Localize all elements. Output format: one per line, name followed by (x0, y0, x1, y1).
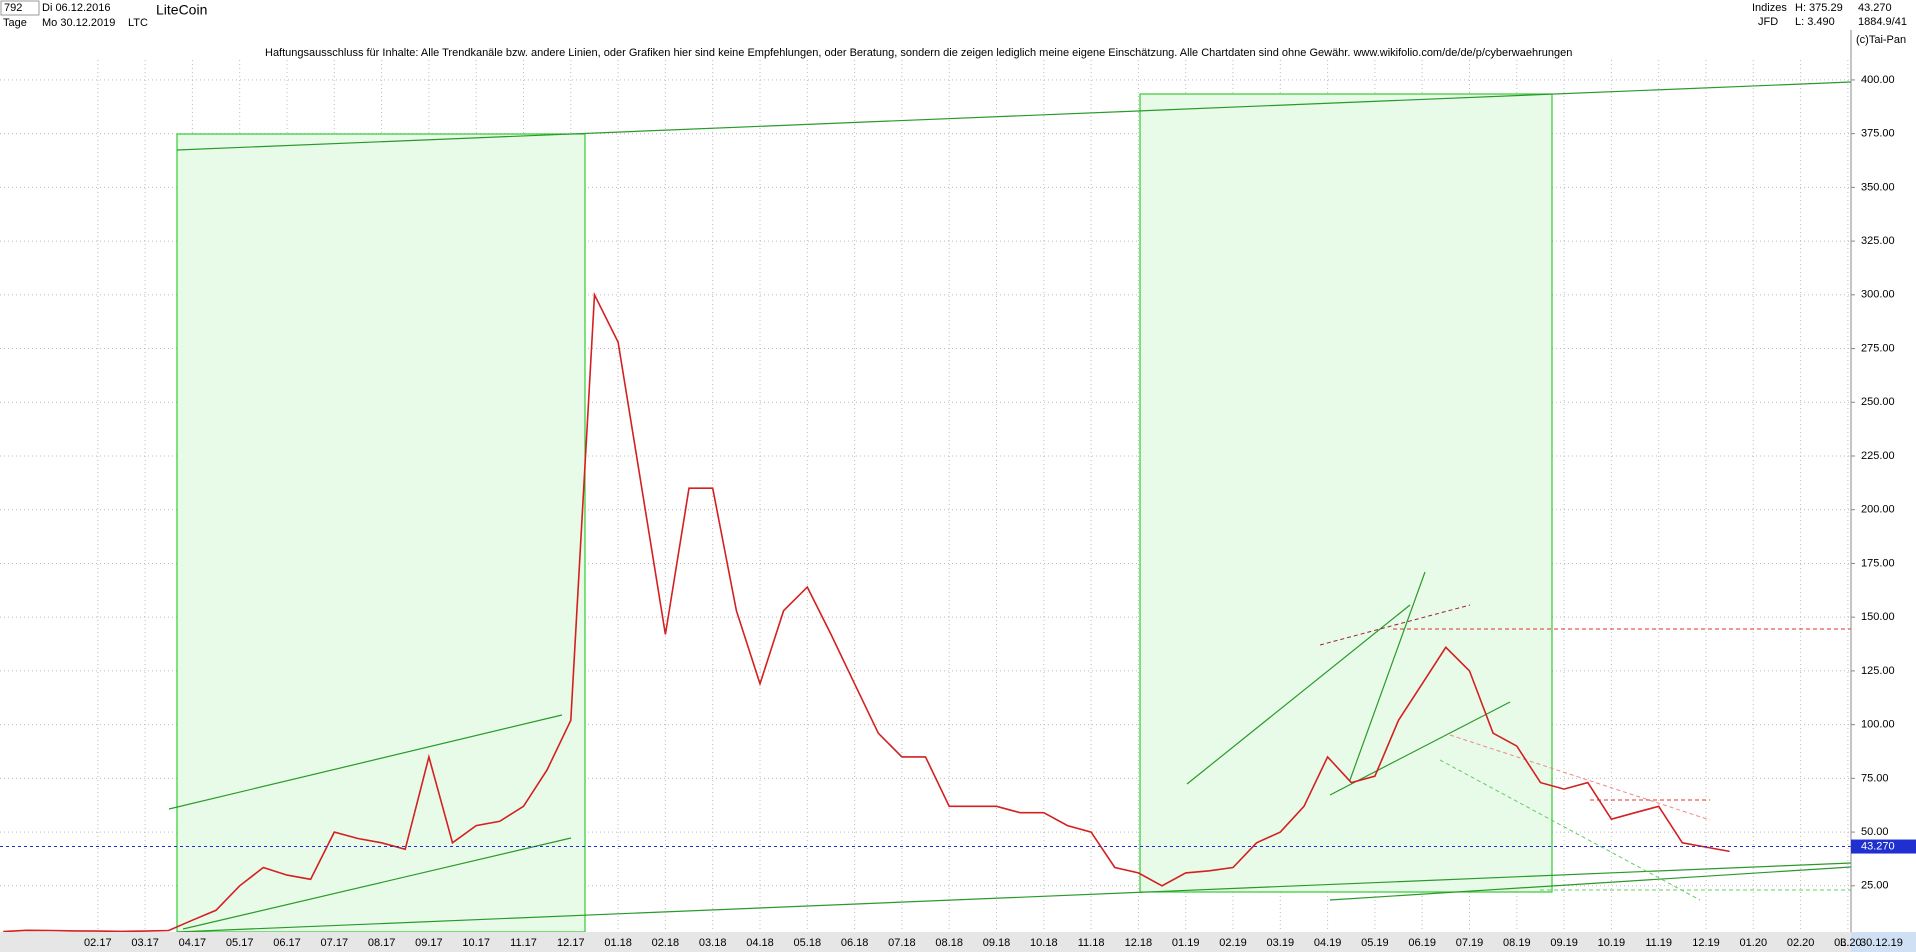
x-tick-label: 12.18 (1125, 937, 1153, 949)
x-tick-label: 04.18 (746, 937, 774, 949)
highlight-box (176, 133, 586, 933)
y-tick-label: 275.00 (1861, 342, 1895, 354)
last: 43.270 (1858, 2, 1892, 14)
x-tick-label: 01.20 (1740, 937, 1768, 949)
y-tick-label: 225.00 (1861, 450, 1895, 462)
x-tick-label: 08.19 (1503, 937, 1531, 949)
y-tick-label: 400.00 (1861, 74, 1895, 86)
source: JFD (1758, 16, 1778, 28)
x-tick-label: 09.18 (983, 937, 1011, 949)
y-tick-label: 200.00 (1861, 504, 1895, 516)
x-tick-label: 10.19 (1598, 937, 1626, 949)
x-tick-label: 11.17 (510, 937, 537, 949)
cursor-date: 30.12.19 (1860, 937, 1903, 949)
trend-line (1329, 866, 1852, 901)
y-tick-label: 125.00 (1861, 665, 1895, 677)
dashed-lines (1319, 604, 1851, 901)
date-to: Mo 30.12.2019 (42, 17, 115, 29)
trend-line (1439, 759, 1701, 901)
price-line (3, 291, 1730, 933)
scale-mode[interactable]: L (1840, 937, 1846, 949)
x-tick-label: 10.17 (462, 937, 490, 949)
chart-title: LiteCoin (156, 2, 207, 18)
x-tick-label: 03.19 (1267, 937, 1295, 949)
x-tick-label: 02.18 (652, 937, 680, 949)
trend-line (168, 714, 563, 810)
count: 792 (4, 2, 22, 14)
x-tick-label: 07.18 (888, 937, 916, 949)
y-tick-label: 150.00 (1861, 611, 1895, 623)
x-tick-label: 05.18 (794, 937, 822, 949)
x-tick-label: 09.19 (1550, 937, 1578, 949)
x-tick-label: 12.19 (1692, 937, 1720, 949)
x-tick-label: 02.19 (1219, 937, 1247, 949)
x-tick-label: 02.17 (84, 937, 112, 949)
trend-line (1186, 604, 1411, 785)
x-tick-label: 08.17 (368, 937, 396, 949)
x-tick-label: 11.18 (1078, 937, 1105, 949)
high: H: 375.29 (1795, 2, 1843, 14)
y-tick-label: 325.00 (1861, 235, 1895, 247)
x-tick-label: 06.17 (273, 937, 301, 949)
date-from: Di 06.12.2016 (42, 2, 111, 14)
ratio: 1884.9/41 (1858, 16, 1907, 28)
x-tick-label: 06.19 (1408, 937, 1436, 949)
y-tick-label: 75.00 (1861, 772, 1889, 784)
trend-line (1449, 734, 1711, 821)
trend-line (1349, 571, 1426, 781)
x-tick-label: 05.17 (226, 937, 254, 949)
x-tick-label: 01.18 (604, 937, 632, 949)
x-tick-label: 03.17 (131, 937, 159, 949)
toolbar (0, 0, 1916, 30)
x-tick-label: 09.17 (415, 937, 443, 949)
trend-line (176, 81, 1852, 151)
symbol: LTC (128, 17, 148, 29)
disclaimer: Haftungsausschluss für Inhalte: Alle Tre… (265, 47, 1572, 59)
last-price-box (1851, 839, 1916, 854)
low: L: 3.490 (1795, 16, 1835, 28)
trend-line (182, 837, 572, 930)
y-tick-label: 250.00 (1861, 396, 1895, 408)
x-tick-label: 04.17 (179, 937, 207, 949)
y-tick-label: 100.00 (1861, 719, 1895, 731)
y-tick-label: 50.00 (1861, 826, 1889, 838)
group: Indizes (1752, 2, 1787, 14)
x-tick-label: 12.17 (557, 937, 585, 949)
x-tick-label: 05.19 (1361, 937, 1389, 949)
x-tick-label: 07.17 (321, 937, 349, 949)
x-tick-label: 07.19 (1456, 937, 1484, 949)
trend-line (176, 862, 1852, 933)
y-tick-label: 350.00 (1861, 181, 1895, 193)
period[interactable]: Tage (3, 17, 27, 29)
x-tick-label: 04.19 (1314, 937, 1342, 949)
y-tick-label: 175.00 (1861, 557, 1895, 569)
x-axis-bar (0, 932, 1916, 952)
trend-line (1319, 604, 1471, 646)
last-price-label: 43.270 (1861, 840, 1895, 852)
x-tick-label: 01.19 (1172, 937, 1200, 949)
copyright: (c)Tai-Pan (1856, 34, 1906, 46)
x-tick-label: 08.18 (935, 937, 963, 949)
highlight-box (1139, 93, 1553, 893)
x-tick-label: 03.18 (699, 937, 727, 949)
y-tick-label: 375.00 (1861, 128, 1895, 140)
y-tick-label: 300.00 (1861, 289, 1895, 301)
x-tick-label: 02.20 (1787, 937, 1815, 949)
y-tick-label: 25.00 (1861, 880, 1889, 892)
cursor-box (1851, 932, 1916, 952)
x-tick-label: 11.19 (1645, 937, 1672, 949)
x-tick-label: 03.20 (1834, 937, 1862, 949)
x-tick-label: 06.18 (841, 937, 869, 949)
plot (0, 291, 1851, 933)
count-box[interactable] (0, 0, 40, 16)
x-tick-label: 10.18 (1030, 937, 1058, 949)
